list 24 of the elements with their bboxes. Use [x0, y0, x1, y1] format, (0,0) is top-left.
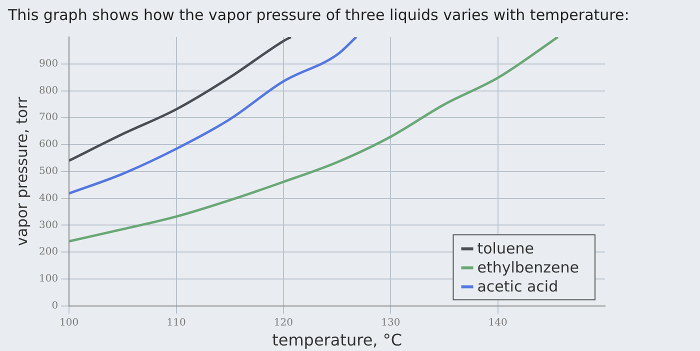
y-tick-label: 600 [38, 139, 58, 150]
y-tick-label: 100 [38, 274, 58, 285]
legend-label: toluene [477, 240, 534, 258]
x-tick-label: 120 [274, 317, 293, 328]
y-tick-label: 0 [52, 300, 58, 312]
x-tick-label: 140 [488, 317, 508, 328]
x-tick-label: 110 [166, 317, 186, 328]
line-series [69, 37, 358, 195]
y-tick-label: 900 [38, 58, 58, 70]
line-series [69, 37, 560, 243]
y-tick-label: 200 [38, 246, 58, 258]
y-axis-title: vapor pressure, torr [12, 96, 31, 246]
chart-title: This graph shows how the vapor pressure of three liquids varies with temperature: [8, 6, 630, 24]
legend-label: acetic acid [477, 278, 558, 296]
y-tick-label: 700 [38, 112, 58, 124]
legend-label: ethylbenzene [477, 258, 580, 277]
y-tick-label: 800 [38, 85, 58, 96]
line-series [69, 37, 292, 162]
x-tick-label: 130 [381, 317, 400, 328]
x-tick-label: 100 [60, 317, 79, 328]
x-axis-title: temperature, °C [272, 330, 402, 350]
y-tick-label: 500 [38, 166, 58, 177]
y-tick-label: 300 [38, 220, 58, 231]
y-tick-label: 400 [38, 192, 58, 204]
